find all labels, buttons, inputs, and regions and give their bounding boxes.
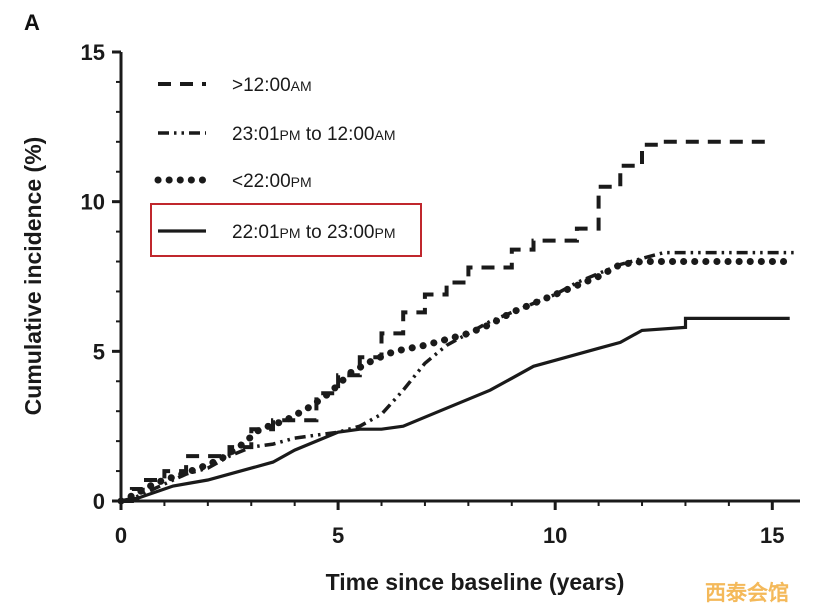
y-tick-label: 0 [93,489,105,514]
legend-label-smallcaps: AM [291,78,312,94]
y-tick-label: 5 [93,339,105,364]
y-tick-label: 15 [81,40,105,65]
y-axis-title: Cumulative incidence (%) [20,137,46,416]
legend-label-smallcaps: PM [280,127,301,143]
x-tick-label: 0 [115,523,127,548]
x-axis-ticks: 0 5 10 15 [115,501,785,548]
legend-label-smallcaps: AM [375,127,396,143]
series-line-0 [121,139,773,503]
series-line-3 [120,316,790,503]
series-line-1 [120,250,794,503]
legend-label-3: 22:01PM to 23:00PM [232,222,396,243]
y-axis-ticks: 0 5 10 15 [81,40,121,514]
x-axis-title: Time since baseline (years) [326,569,625,595]
legend-highlight-box [150,203,422,257]
x-tick-label: 15 [760,523,784,548]
series-layer [117,139,798,505]
legend-label-part: >12:00 [232,75,291,96]
legend-label-part: <22:00 [232,171,291,192]
legend-label-1: 23:01PM to 12:00AM [232,124,396,145]
legend-label-part: 22:01 [232,222,280,243]
legend-label-smallcaps: PM [280,225,301,241]
legend-label-smallcaps: PM [291,174,312,190]
watermark-text: 西泰会馆 [705,581,789,605]
legend-label-part: to 23:00 [301,222,375,243]
y-tick-label: 10 [81,190,105,215]
legend-label-0: >12:00AM [232,75,312,96]
legend-label-smallcaps: PM [375,225,396,241]
x-tick-label: 10 [543,523,567,548]
legend-label-part: to 12:00 [301,124,375,145]
legend-label-part: 23:01 [232,124,280,145]
series-line-2 [117,258,798,505]
x-tick-label: 5 [332,523,344,548]
legend-label-2: <22:00PM [232,171,312,192]
panel-label: A [24,10,40,35]
